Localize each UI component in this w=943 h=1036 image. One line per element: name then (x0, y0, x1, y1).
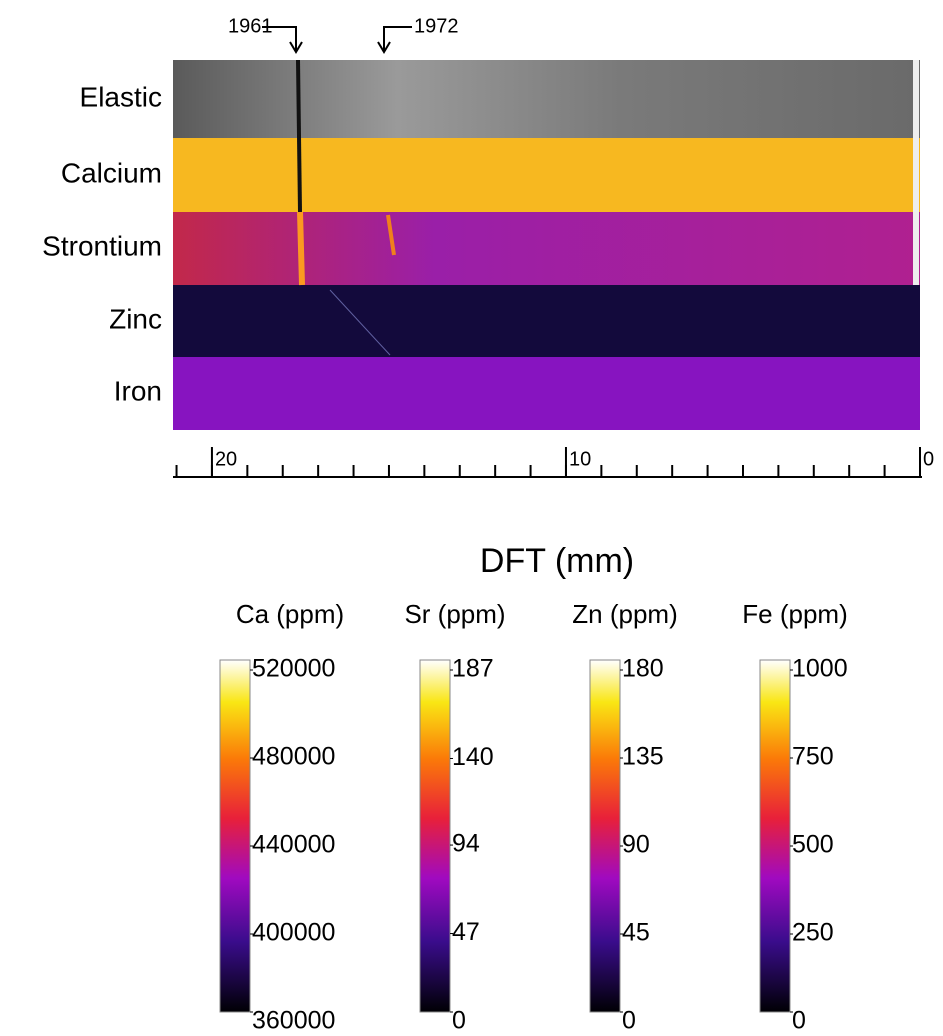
colorbar-tick-label: 140 (452, 743, 494, 771)
x-tick-label: 20 (215, 448, 237, 470)
colorbar-tick-label: 500 (792, 831, 834, 859)
sr-band (386, 214, 396, 256)
colorbar-tick-label: 90 (622, 831, 650, 859)
annotation-arrows (262, 26, 412, 54)
row-label: Strontium (42, 230, 162, 261)
colorbar-tick-label: 440000 (252, 831, 335, 859)
arrow-head (377, 41, 391, 54)
zinc-crack (329, 289, 391, 356)
colorbar (759, 659, 791, 1013)
arrow-1972 (383, 26, 412, 50)
image-strips (173, 59, 920, 430)
colorbar-tick-label: 187 (452, 655, 494, 683)
colorbar (219, 659, 251, 1013)
colorbar (419, 659, 451, 1013)
colorbar-tick-label: 0 (452, 1007, 466, 1035)
elastic-strip (173, 60, 920, 138)
axis-title: DFT (mm) (480, 542, 634, 580)
colorbar-tick-label: 0 (622, 1007, 636, 1035)
x-tick-label: 0 (923, 448, 934, 470)
colorbar-tick-label: 94 (452, 830, 480, 858)
x-tick-label: 10 (569, 448, 591, 470)
colorbar (589, 659, 621, 1013)
colorbar-tick-label: 400000 (252, 919, 335, 947)
colorbar-tick-label: 750 (792, 743, 834, 771)
sr-band (297, 211, 305, 286)
colorbar-tick-label: 1000 (792, 655, 848, 683)
colorbar-tick-label: 45 (622, 919, 650, 947)
colorbar-title: Sr (ppm) (404, 599, 505, 629)
colorbar-tick-label: 360000 (252, 1007, 335, 1035)
arrow-1961 (262, 26, 297, 50)
colorbar-tick-label: 0 (792, 1007, 806, 1035)
growth-line (296, 59, 302, 213)
strontium-strip (173, 212, 920, 285)
colorbar-title: Zn (ppm) (572, 599, 677, 629)
colorbar-tick-label: 250 (792, 919, 834, 947)
iron-strip (173, 357, 920, 430)
colorbar-title: Ca (ppm) (236, 599, 344, 629)
annotation: 1961 (228, 15, 273, 37)
row-label: Calcium (61, 157, 162, 188)
arrow-head (289, 41, 303, 54)
colorbar-title: Fe (ppm) (742, 599, 847, 629)
row-label: Elastic (80, 81, 162, 112)
colorbar-tick-label: 47 (452, 918, 480, 946)
colorbar-tick-label: 480000 (252, 743, 335, 771)
annotation: 1972 (414, 15, 459, 37)
row-label: Zinc (109, 303, 162, 334)
zinc-strip (173, 285, 920, 357)
colorbar-tick-label: 135 (622, 743, 664, 771)
calcium-strip (173, 138, 920, 212)
colorbar-tick-label: 180 (622, 655, 664, 683)
colorbar-tick-label: 520000 (252, 655, 335, 683)
row-label: Iron (114, 375, 162, 406)
